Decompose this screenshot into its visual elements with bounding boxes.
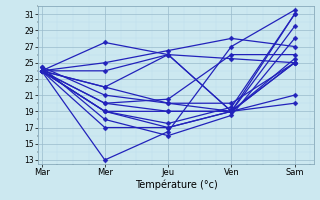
X-axis label: Température (°c): Température (°c) [135,180,217,190]
